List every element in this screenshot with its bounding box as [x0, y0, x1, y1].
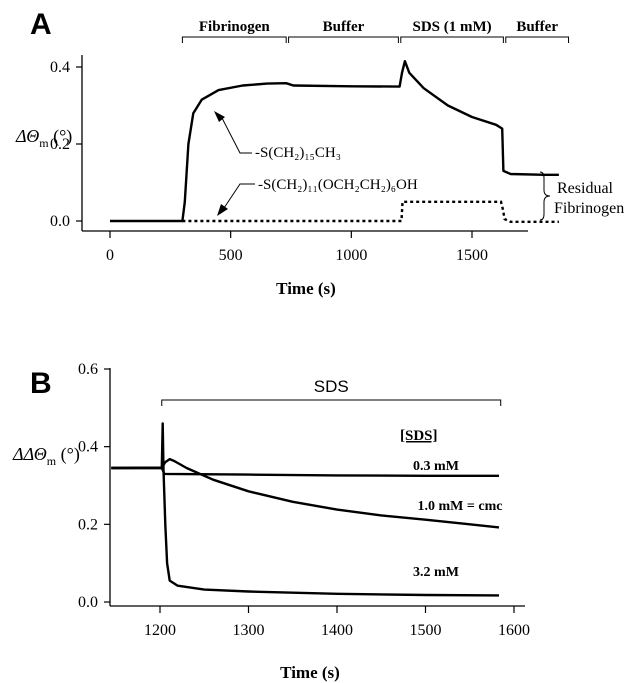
panel-b-y-tick-label: 0.0: [78, 594, 98, 611]
panel-b-label: B: [30, 367, 52, 400]
panel-b: B ΔΔΘm (°) Time (s) [SDS] 1200 1300 1400 15…: [12, 361, 530, 682]
series-oh-line: [182, 200, 559, 223]
annotation-ch3: -S(CH₂)₁₅CH₃: [255, 145, 341, 161]
phase-bracket: [400, 36, 504, 43]
phase-label: Fibrinogen: [199, 19, 270, 35]
panel-b-x-label: Time (s): [280, 663, 340, 682]
phase-label: SDS (1 mM): [413, 19, 492, 35]
phase-label: Buffer: [323, 19, 365, 35]
series-label: 3.2 mM: [413, 565, 459, 580]
arrowhead-oh: [217, 204, 228, 216]
panel-a-y-tick-label: 0.4: [50, 59, 70, 76]
panel-a-y-tick-label: 0.0: [50, 213, 70, 230]
panel-a-x-label: Time (s): [276, 279, 336, 298]
phase-label: Buffer: [516, 19, 558, 35]
panel-a-y-label: ΔΘm (°): [15, 126, 72, 150]
annotation-arrow-ch3: [221, 117, 252, 154]
panel-b-x-tick-label: 1500: [410, 622, 442, 639]
series-line: [111, 457, 500, 529]
series-label: 0.3 mM: [413, 459, 459, 474]
annotation-oh: -S(CH₂)₁₁(OCH₂CH₂)₆OH: [258, 177, 418, 193]
residual-label-line1: Residual: [557, 180, 614, 197]
panel-a-x-tick-label: 0: [106, 247, 114, 264]
panel-b-y-tick-label: 0.2: [78, 516, 98, 533]
panel-b-x-tick-label: 1300: [233, 622, 265, 639]
series-line: [111, 422, 500, 597]
legend-title: [SDS]: [400, 428, 438, 444]
series-ch3-line: [110, 60, 559, 223]
residual-label-line2: Fibrinogen: [554, 200, 624, 217]
panel-b-y-tick-label: 0.4: [78, 439, 98, 456]
panel-a-x-tick-label: 500: [219, 247, 243, 264]
panel-a-y-tick-label: 0.2: [50, 136, 70, 153]
phase-bracket: [288, 36, 399, 43]
phase-bracket: [181, 36, 287, 43]
panel-b-x-tick-label: 1600: [498, 622, 530, 639]
arrowhead-ch3: [214, 111, 225, 122]
panel-a-x-tick-label: 1500: [456, 247, 488, 264]
panel-b-y-tick-label: 0.6: [78, 361, 98, 378]
phase-bracket-sds: [161, 399, 502, 406]
panel-a-label: A: [30, 8, 52, 41]
phase-label-sds: SDS: [314, 377, 349, 396]
panel-a: A ΔΘm (°) Time (s) -S(CH₂)₁₅CH₃ -S(CH₂)₁…: [15, 8, 624, 298]
panel-b-x-tick-label: 1200: [144, 622, 176, 639]
phase-bracket: [505, 36, 570, 43]
panel-b-x-tick-label: 1400: [321, 622, 353, 639]
annotation-arrow-oh: [223, 183, 255, 209]
residual-brace: [539, 171, 551, 221]
panel-a-x-tick-label: 1000: [335, 247, 367, 264]
series-label: 1.0 mM = cmc: [418, 499, 503, 514]
panel-b-y-label: ΔΔΘm (°): [12, 444, 80, 468]
